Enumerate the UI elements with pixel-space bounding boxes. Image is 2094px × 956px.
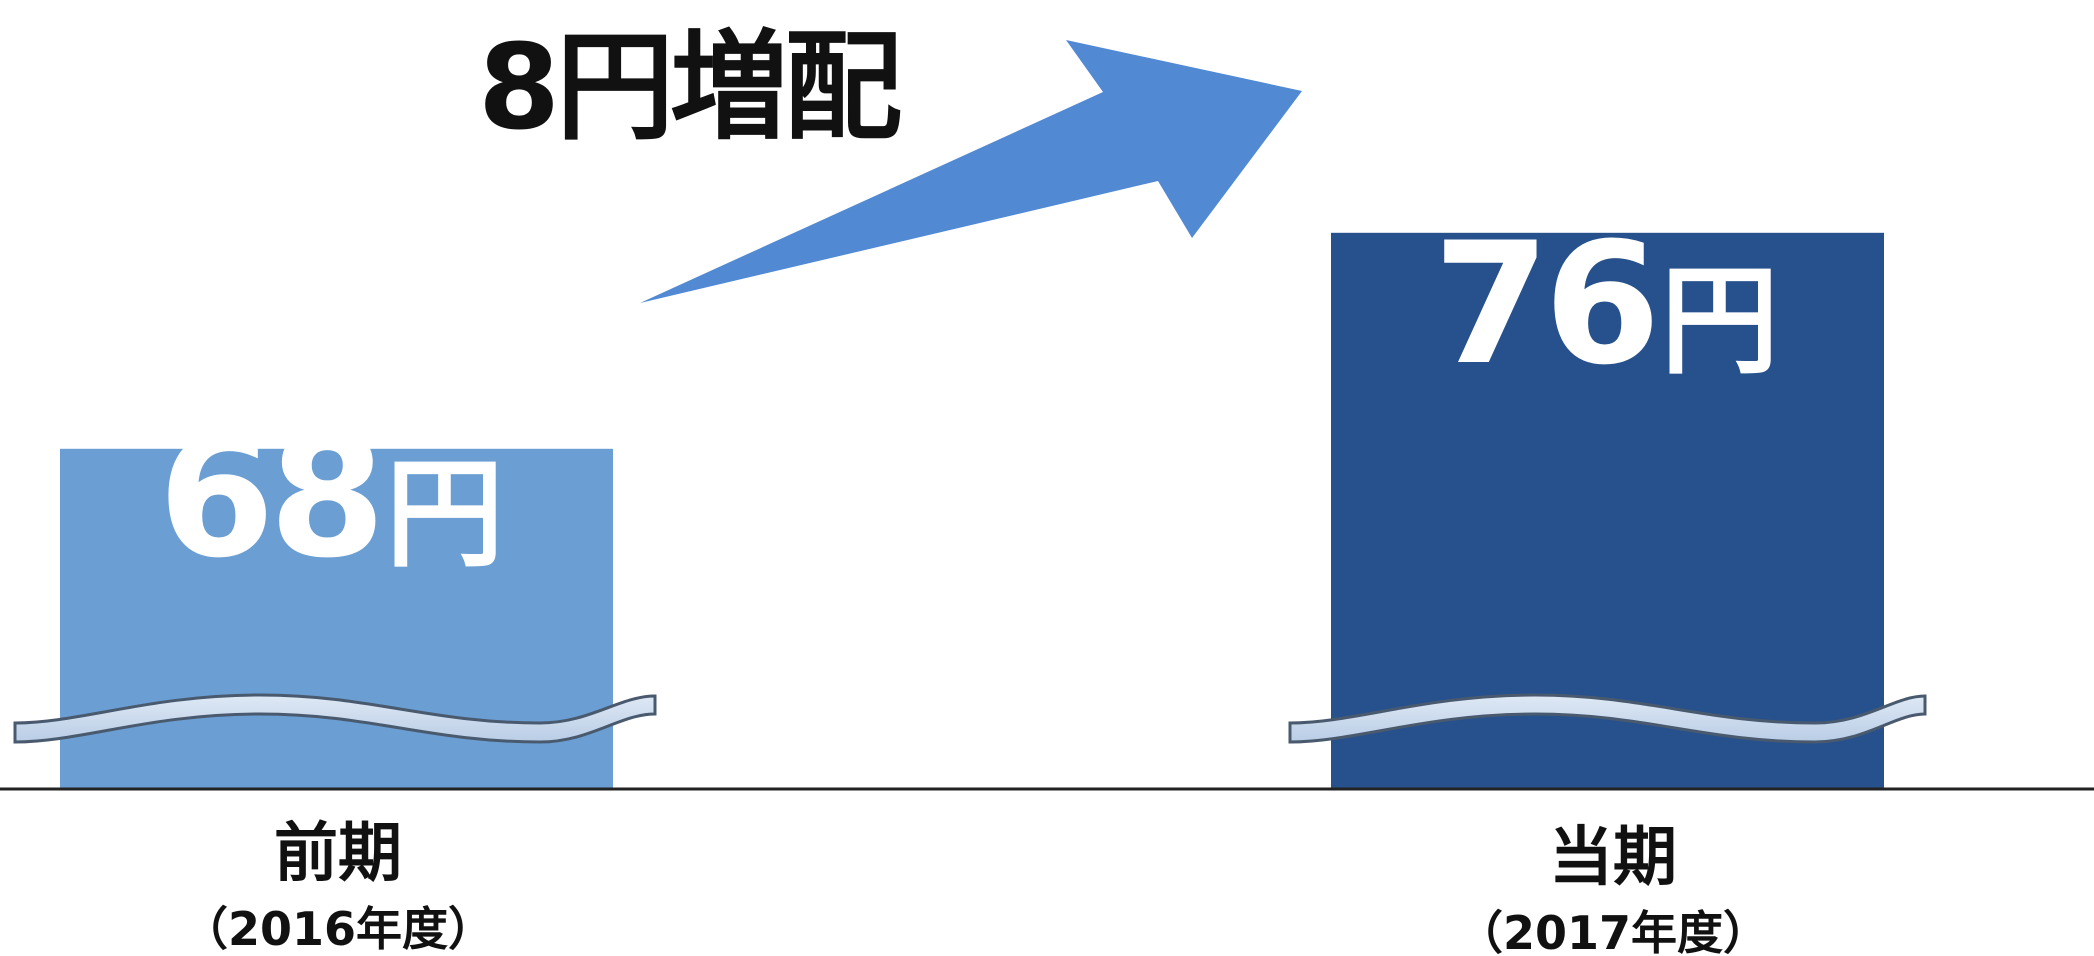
- axis-break-right: [1288, 693, 1927, 744]
- increase-headline: 8円増配: [478, 18, 901, 156]
- bar-value-label-current: 76円: [1433, 206, 1779, 402]
- increase-arrow: [640, 40, 1302, 303]
- category-label-previous: 前期: [274, 817, 402, 891]
- category-label-current: 当期: [1549, 821, 1677, 895]
- bar-value-label-previous: 68円: [158, 399, 504, 595]
- axis-break-left: [13, 693, 657, 744]
- bar-current-period: [1331, 232, 1884, 790]
- category-sublabel-previous: （2016年度）: [182, 902, 494, 956]
- category-sublabel-current: （2017年度）: [1457, 906, 1769, 956]
